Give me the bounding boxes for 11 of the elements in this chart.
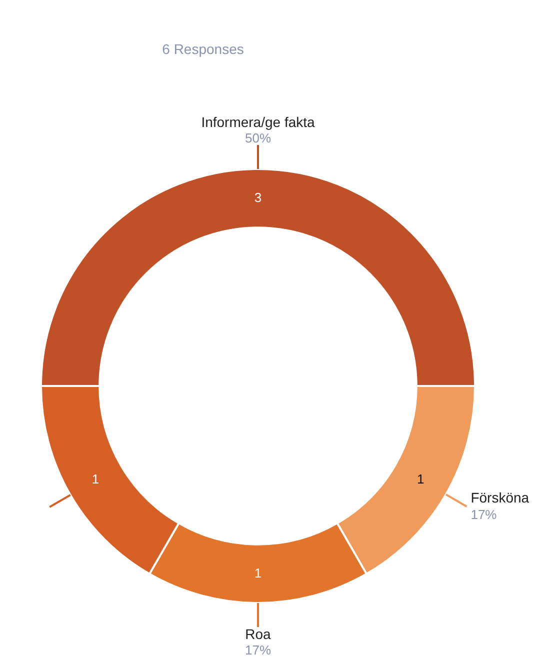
- data-label: 3: [254, 190, 262, 205]
- data-label: 1: [254, 565, 262, 580]
- slice-label: Försköna: [470, 489, 530, 506]
- text: 17%: [244, 642, 272, 658]
- chart-title: 6 Responses: [162, 40, 244, 57]
- text: 17%: [470, 507, 498, 522]
- text: 50%: [244, 130, 272, 146]
- slice-label: Informera/ge fakta: [201, 114, 316, 130]
- data-label: 1: [416, 471, 424, 486]
- data-label: 1: [92, 471, 100, 486]
- slice-label: Roa: [245, 626, 272, 642]
